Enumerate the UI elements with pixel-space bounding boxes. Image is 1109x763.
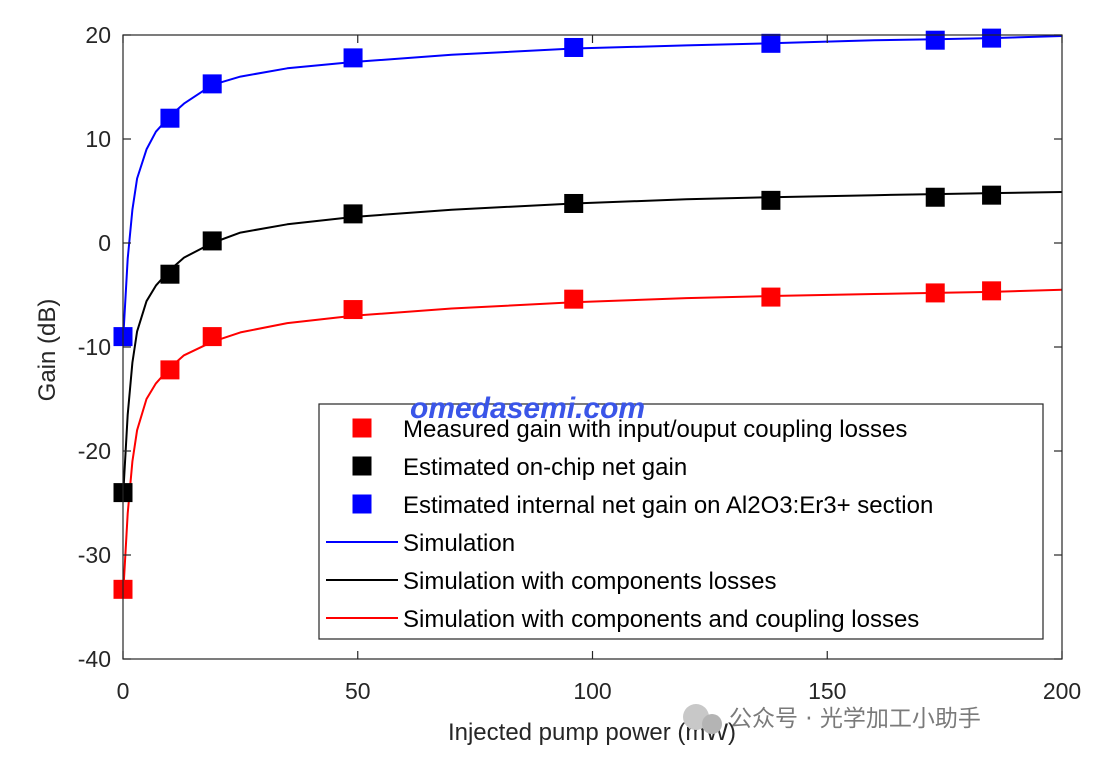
y-tick-label: -20 [78,438,111,464]
series-lines [122,35,1063,597]
legend-box [318,403,1044,640]
data-point [202,74,222,94]
data-point [925,187,945,207]
y-tick-label: -40 [78,646,111,672]
data-point [564,193,584,213]
legend: Measured gain with input/ouput coupling … [318,403,1044,640]
data-point [343,204,363,224]
legend-marker [352,456,372,476]
data-point [564,289,584,309]
wechat-watermark: 公众号 · 光学加工小助手 [683,704,981,734]
y-axis-label: Gain (dB) [34,299,61,402]
data-point [202,231,222,251]
data-point [343,48,363,68]
legend-entry-label: Estimated internal net gain on Al2O3:Er3… [403,492,933,519]
legend-entry-label: Estimated on-chip net gain [403,454,687,481]
data-point [761,33,781,53]
data-point [982,281,1002,301]
y-tick-label: -30 [78,542,111,568]
data-point [925,30,945,50]
wechat-logo-icon-small [702,714,722,734]
data-point [160,108,180,128]
tick-labels: 0 50 100 150 200 -40 -30 -20 -10 0 10 20 [78,22,1081,704]
x-tick-label: 100 [573,678,611,704]
data-point [160,360,180,380]
y-tick-label: 20 [85,22,111,48]
y-tick-label: -10 [78,334,111,360]
wechat-account-text: 公众号 · 光学加工小助手 [729,706,981,732]
data-point [982,185,1002,205]
data-point [564,37,584,57]
data-point [925,283,945,303]
data-point [761,287,781,307]
x-tick-label: 200 [1043,678,1081,704]
legend-entry-label: Simulation [403,530,515,557]
legend-marker [352,418,372,438]
y-tick-label: 10 [85,126,111,152]
legend-entry-label: Measured gain with input/ouput coupling … [403,416,907,443]
data-point [761,190,781,210]
series-line [122,288,1063,597]
y-tick-label: 0 [98,230,111,256]
data-point [160,264,180,284]
watermark-text: omedasemi.com [410,392,645,425]
axes [122,34,1063,660]
legend-marker [352,494,372,514]
x-tick-label: 50 [345,678,371,704]
series-line [122,35,1063,342]
legend-entry-label: Simulation with components losses [403,568,777,595]
data-point [202,327,222,347]
x-tick-label: 150 [808,678,846,704]
data-point [982,28,1002,48]
x-tick-label: 0 [117,678,130,704]
legend-entry-label: Simulation with components and coupling … [403,606,919,633]
series-line [122,191,1063,498]
data-point [343,300,363,320]
